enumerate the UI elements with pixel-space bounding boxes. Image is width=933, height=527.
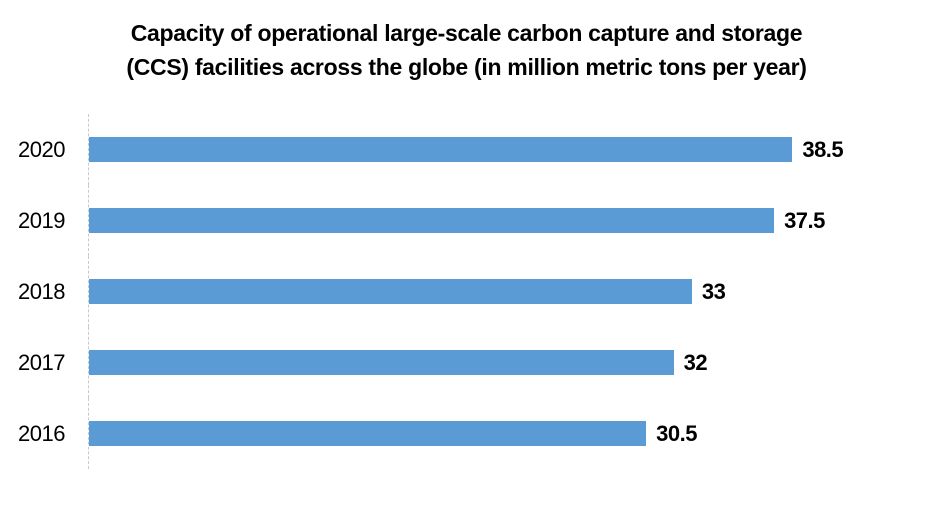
category-label: 2019 xyxy=(18,207,65,233)
value-label: 30.5 xyxy=(656,420,697,446)
bar-row-2016: 2016 30.5 xyxy=(0,398,933,469)
value-label: 32 xyxy=(683,349,708,375)
value-label: 37.5 xyxy=(784,207,825,233)
category-label: 2018 xyxy=(18,278,65,304)
bar xyxy=(89,421,647,446)
category-label: 2016 xyxy=(18,420,65,446)
bar xyxy=(89,208,775,233)
bar-row-2020: 2020 38.5 xyxy=(0,114,933,185)
chart-title: Capacity of operational large-scale carb… xyxy=(126,20,807,80)
bar-track: 33 xyxy=(88,256,933,327)
bar-track: 37.5 xyxy=(88,185,933,256)
bar-track: 30.5 xyxy=(88,398,933,469)
ccs-capacity-bar-chart: Capacity of operational large-scale carb… xyxy=(0,16,933,527)
value-label: 33 xyxy=(701,278,726,304)
bar-row-2017: 2017 32 xyxy=(0,327,933,398)
bar xyxy=(89,350,674,375)
bar-row-2019: 2019 37.5 xyxy=(0,185,933,256)
bar xyxy=(89,137,793,162)
category-label: 2017 xyxy=(18,349,65,375)
value-label: 38.5 xyxy=(802,136,844,162)
bar-row-2018: 2018 33 xyxy=(0,256,933,327)
bar-track: 32 xyxy=(88,327,933,398)
plot-area: 2020 38.5 2019 37.5 2018 33 2017 xyxy=(0,114,933,469)
bar xyxy=(89,279,692,304)
category-label: 2020 xyxy=(18,136,65,162)
bar-track: 38.5 xyxy=(88,114,933,185)
